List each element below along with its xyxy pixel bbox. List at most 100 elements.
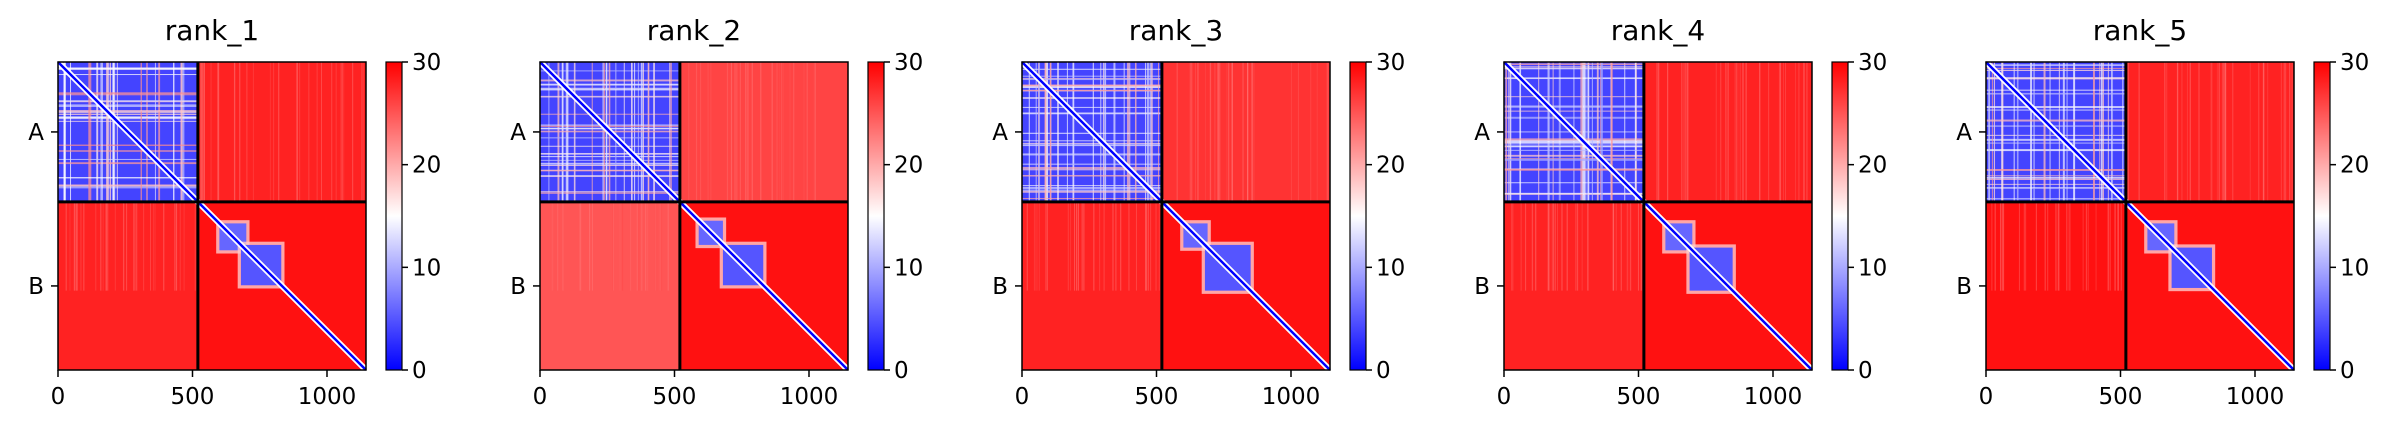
texture-stripe bbox=[622, 201, 624, 291]
texture-stripe bbox=[2258, 62, 2260, 202]
colorbar-tick-label: 10 bbox=[894, 255, 923, 281]
texture-stripe bbox=[63, 62, 66, 202]
texture-stripe bbox=[1739, 62, 1741, 202]
texture-stripe bbox=[1630, 201, 1632, 291]
texture-stripe bbox=[1197, 62, 1199, 202]
texture-stripe bbox=[173, 62, 175, 202]
texture-stripe bbox=[1778, 62, 1780, 202]
texture-stripe bbox=[2110, 201, 2111, 291]
texture-stripe bbox=[1600, 62, 1602, 202]
texture-stripe bbox=[1112, 201, 1114, 291]
texture-stripe bbox=[2107, 201, 2109, 291]
texture-stripe bbox=[2289, 62, 2291, 202]
panel-rank_5: rank_5 0 500 1000 A B 0 10 20 30 bbox=[1928, 0, 2400, 438]
texture-stripe bbox=[1535, 201, 1537, 291]
colorbar-tick-label: 0 bbox=[2340, 358, 2355, 384]
diagonal-line bbox=[57, 61, 367, 371]
texture-stripe bbox=[341, 62, 343, 202]
texture-stripe bbox=[194, 201, 196, 291]
texture-stripe bbox=[1075, 201, 1078, 291]
texture-stripe bbox=[1209, 62, 1212, 202]
texture-stripe bbox=[210, 62, 212, 202]
texture-stripe bbox=[58, 105, 198, 107]
texture-stripe bbox=[2166, 62, 2168, 202]
texture-stripe bbox=[771, 62, 773, 202]
texture-stripe bbox=[2016, 62, 2019, 202]
texture-stripe bbox=[152, 201, 155, 291]
texture-stripe bbox=[1683, 62, 1685, 202]
texture-stripe bbox=[1022, 167, 1162, 169]
heatmap-svg: 0 500 1000 A B 0 10 20 30 bbox=[992, 50, 1405, 410]
texture-stripe bbox=[726, 62, 729, 202]
texture-stripe bbox=[1113, 62, 1116, 202]
texture-stripe bbox=[2044, 201, 2046, 291]
texture-stripe bbox=[58, 74, 198, 76]
x-tick-label: 500 bbox=[1617, 384, 1661, 410]
texture-stripe bbox=[1504, 158, 1644, 160]
texture-stripe bbox=[1681, 62, 1683, 202]
texture-stripe bbox=[75, 201, 77, 291]
heatmap-svg: 0 500 1000 A B 0 10 20 30 bbox=[1474, 50, 1887, 410]
texture-stripe bbox=[163, 201, 165, 291]
texture-stripe bbox=[1547, 201, 1549, 291]
texture-stripe bbox=[1217, 62, 1219, 202]
texture-stripe bbox=[643, 62, 645, 202]
heatmap-svg: 0 500 1000 A B 0 10 20 30 bbox=[510, 50, 923, 410]
texture-stripe bbox=[1667, 62, 1669, 202]
texture-stripe bbox=[217, 62, 219, 202]
texture-stripe bbox=[1033, 201, 1036, 291]
texture-stripe bbox=[1504, 110, 1644, 112]
texture-stripe bbox=[176, 201, 178, 291]
panel-title: rank_1 bbox=[164, 14, 260, 47]
texture-stripe bbox=[1737, 62, 1739, 202]
texture-stripe bbox=[1328, 62, 1330, 202]
texture-stripe bbox=[1504, 182, 1644, 184]
texture-stripe bbox=[58, 92, 198, 95]
colorbar-tick-label: 30 bbox=[1376, 50, 1405, 76]
texture-stripe bbox=[734, 62, 736, 202]
texture-stripe bbox=[803, 62, 805, 202]
texture-stripe bbox=[1782, 62, 1784, 202]
texture-stripe bbox=[233, 62, 236, 202]
texture-stripe bbox=[1759, 62, 1761, 202]
texture-stripe bbox=[667, 201, 669, 291]
texture-stripe bbox=[58, 184, 198, 187]
texture-stripe bbox=[1986, 125, 2126, 127]
panel-title: rank_5 bbox=[2092, 14, 2188, 47]
texture-stripe bbox=[2095, 201, 2097, 291]
block-A_B bbox=[2125, 62, 2294, 202]
texture-stripe bbox=[112, 62, 114, 202]
texture-stripe bbox=[2035, 201, 2037, 291]
texture-stripe bbox=[1637, 201, 1639, 291]
texture-stripe bbox=[69, 201, 71, 291]
texture-stripe bbox=[1326, 62, 1328, 202]
texture-stripe bbox=[1658, 62, 1660, 202]
texture-stripe bbox=[555, 201, 557, 291]
texture-stripe bbox=[2112, 62, 2114, 202]
texture-stripe bbox=[1986, 149, 2126, 152]
texture-stripe bbox=[700, 62, 702, 202]
texture-stripe bbox=[746, 62, 748, 202]
diagonal-line bbox=[1021, 61, 1331, 371]
texture-stripe bbox=[2221, 62, 2223, 202]
texture-stripe bbox=[1736, 62, 1738, 202]
texture-stripe bbox=[1504, 154, 1644, 157]
texture-stripe bbox=[308, 62, 310, 202]
texture-stripe bbox=[321, 62, 323, 202]
texture-stripe bbox=[729, 62, 731, 202]
texture-stripe bbox=[1290, 62, 1292, 202]
x-tick-label: 0 bbox=[1979, 384, 1994, 410]
texture-stripe bbox=[1104, 62, 1107, 202]
texture-stripe bbox=[731, 62, 733, 202]
x-tick-label: 0 bbox=[51, 384, 66, 410]
texture-stripe bbox=[1115, 201, 1117, 291]
texture-stripe bbox=[1986, 77, 2126, 80]
x-tick-label: 1000 bbox=[1744, 384, 1803, 410]
texture-stripe bbox=[1999, 201, 2001, 291]
texture-stripe bbox=[739, 62, 741, 202]
texture-stripe bbox=[203, 62, 205, 202]
texture-stripe bbox=[101, 62, 103, 202]
texture-stripe bbox=[1986, 169, 2126, 171]
texture-stripe bbox=[158, 62, 161, 202]
texture-stripe bbox=[1993, 62, 1995, 202]
